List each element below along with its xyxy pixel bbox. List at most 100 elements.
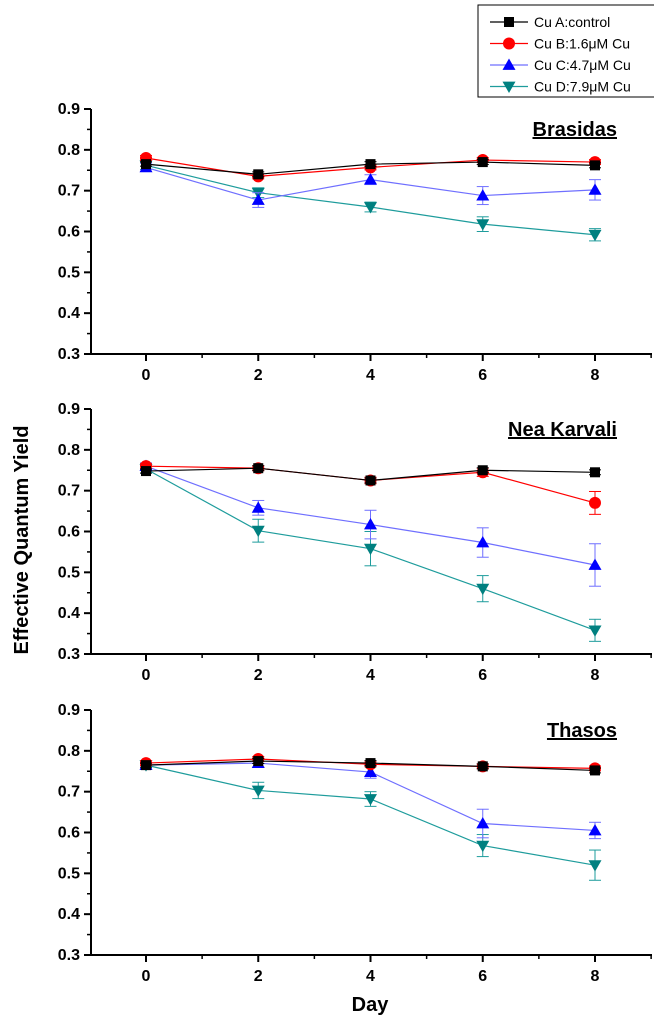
legend-entry-cu-c-4-7-m-cu: Cu C:4.7μM Cu [490,57,631,73]
y-tick-label: 0.9 [58,401,80,418]
legend-marker [502,81,516,93]
y-tick-label: 0.5 [58,865,80,882]
x-tick-label: 2 [254,667,263,684]
x-tick-label: 0 [142,367,151,384]
series-cu-a-control [140,157,601,180]
legend-marker [504,17,514,27]
series-cu-a-control [140,463,601,486]
x-tick-label: 0 [142,667,151,684]
data-point [476,583,490,596]
x-tick-label: 0 [142,968,151,985]
legend-marker [503,37,515,50]
x-tick-label: 6 [478,968,487,985]
data-point [476,817,490,829]
data-point [251,193,265,205]
data-point [251,785,265,797]
data-point [588,183,602,195]
data-point [364,173,377,185]
y-tick-label: 0.4 [58,906,80,923]
data-point [253,169,264,180]
series-cu-c-4-7-m-cu [139,160,602,208]
legend-label: Cu A:control [534,14,610,30]
panel-title: Nea Karvali [508,419,617,441]
x-axis-title: Day [352,994,390,1016]
y-tick-label: 0.3 [58,346,80,363]
panel-title: Thasos [547,720,617,742]
data-point [364,518,377,530]
y-tick-label: 0.4 [58,605,80,622]
data-point [590,765,600,776]
y-tick-label: 0.7 [58,483,80,500]
data-point [477,761,488,772]
y-tick-label: 0.7 [58,784,80,801]
x-tick-label: 8 [591,367,600,384]
chart-panels: 0.3 0.4 0.5 0.6 0.7 0.8 0.9 0 2 4 6 8 Brasidas 0.3 0.4… [58,101,652,985]
data-point [588,558,602,570]
x-tick-label: 8 [591,667,600,684]
data-point [588,229,602,242]
x-tick-label: 4 [366,667,375,684]
data-point [588,625,602,637]
y-axis-title: Effective Quantum Yield [11,426,33,655]
legend-entry-cu-d-7-9-m-cu: Cu D:7.9μM Cu [490,79,631,95]
x-tick-label: 6 [478,367,487,384]
legend-marker [502,58,516,70]
panel-brasidas: 0.3 0.4 0.5 0.6 0.7 0.8 0.9 0 2 4 6 8 Brasidas [58,101,652,384]
data-point [365,475,376,486]
data-point [588,823,602,836]
y-tick-label: 0.3 [58,646,80,663]
y-tick-label: 0.3 [58,947,80,964]
data-point [364,765,377,777]
y-tick-label: 0.6 [58,825,80,842]
data-point [364,202,377,214]
data-point [251,501,265,513]
legend: Cu A:control Cu B:1.6μM Cu Cu C:4.7μM Cu Cu… [477,4,654,98]
y-tick-label: 0.5 [58,264,80,281]
data-point [141,466,151,477]
legend-label: Cu C:4.7μM Cu [534,57,631,73]
panel-nea-karvali: 0.3 0.4 0.5 0.6 0.7 0.8 0.9 0 2 4 6 8 Nea Karvali [58,401,652,684]
y-tick-label: 0.6 [58,224,80,241]
legend-entry-cu-b-1-6-m-cu: Cu B:1.6μM Cu [490,36,630,52]
legend-entry-cu-a-control: Cu A:control [490,14,610,30]
data-point [141,159,151,170]
data-point [365,758,376,769]
y-tick-label: 0.7 [58,183,80,200]
y-tick-label: 0.8 [58,142,80,159]
data-point [590,467,600,478]
data-point [477,465,488,476]
y-tick-label: 0.9 [58,101,80,118]
data-point [364,794,377,806]
data-point [364,543,377,556]
x-tick-label: 6 [478,667,487,684]
data-point [476,840,490,853]
data-point [251,525,265,538]
y-tick-label: 0.5 [58,564,80,581]
y-tick-label: 0.8 [58,442,80,459]
data-point [476,219,490,231]
y-tick-label: 0.6 [58,524,80,541]
y-tick-label: 0.4 [58,305,80,322]
legend-label: Cu B:1.6μM Cu [534,36,630,52]
panel-title: Brasidas [533,119,618,141]
y-tick-label: 0.9 [58,702,80,719]
data-point [477,157,488,168]
panel-thasos: 0.3 0.4 0.5 0.6 0.7 0.8 0.9 0 2 4 6 8 Thasos [58,702,652,985]
y-tick-label: 0.8 [58,743,80,760]
data-point [476,536,490,548]
data-point [476,189,490,201]
series-cu-a-control [140,756,601,776]
data-point [253,756,264,767]
data-point [589,496,601,509]
legend-label: Cu D:7.9μM Cu [534,79,631,95]
x-tick-label: 8 [591,968,600,985]
data-point [588,860,602,872]
x-tick-label: 4 [366,367,375,384]
x-tick-label: 4 [366,968,375,985]
data-point [253,463,264,474]
data-point [590,160,600,171]
x-tick-label: 2 [254,367,263,384]
x-tick-label: 2 [254,968,263,985]
